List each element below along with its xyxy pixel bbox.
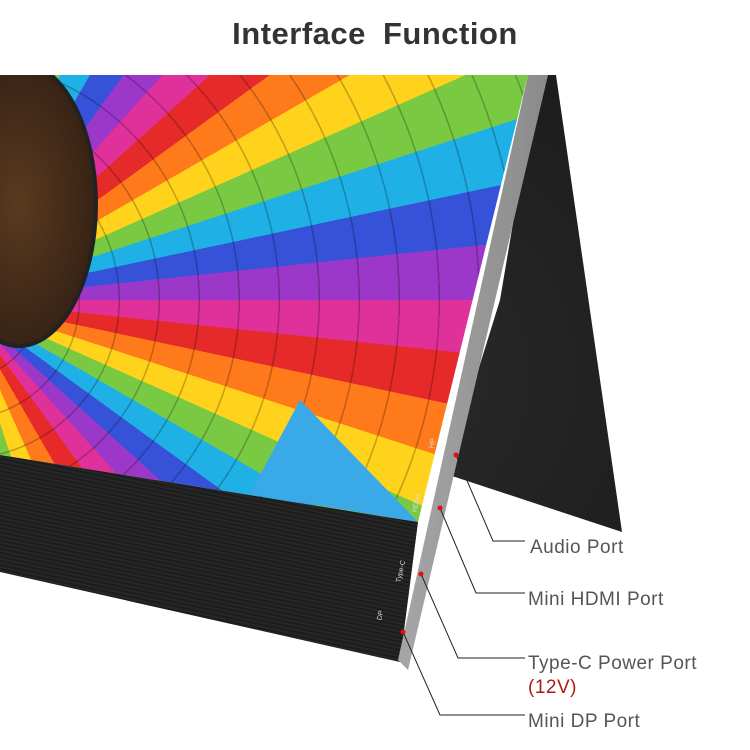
callout-dot-audio [453, 452, 459, 458]
callout-typec-power-port: Type-C Power Port [528, 653, 697, 674]
callout-dot-typec [418, 571, 424, 577]
callout-typec-voltage: (12V) [528, 677, 577, 698]
callout-audio-port: Audio Port [530, 537, 624, 558]
callout-line-audio [455, 454, 525, 542]
callout-mini-dp-port: Mini DP Port [528, 711, 641, 732]
callout-dot-dp [400, 629, 406, 635]
callout-dot-hdmi [437, 505, 443, 511]
callout-line-hdmi [439, 507, 525, 594]
callout-line-typec [420, 573, 525, 659]
page-title: Interface Function [232, 16, 518, 51]
callout-line-dp [402, 631, 525, 716]
callout-mini-hdmi-port: Mini HDMI Port [528, 589, 664, 610]
